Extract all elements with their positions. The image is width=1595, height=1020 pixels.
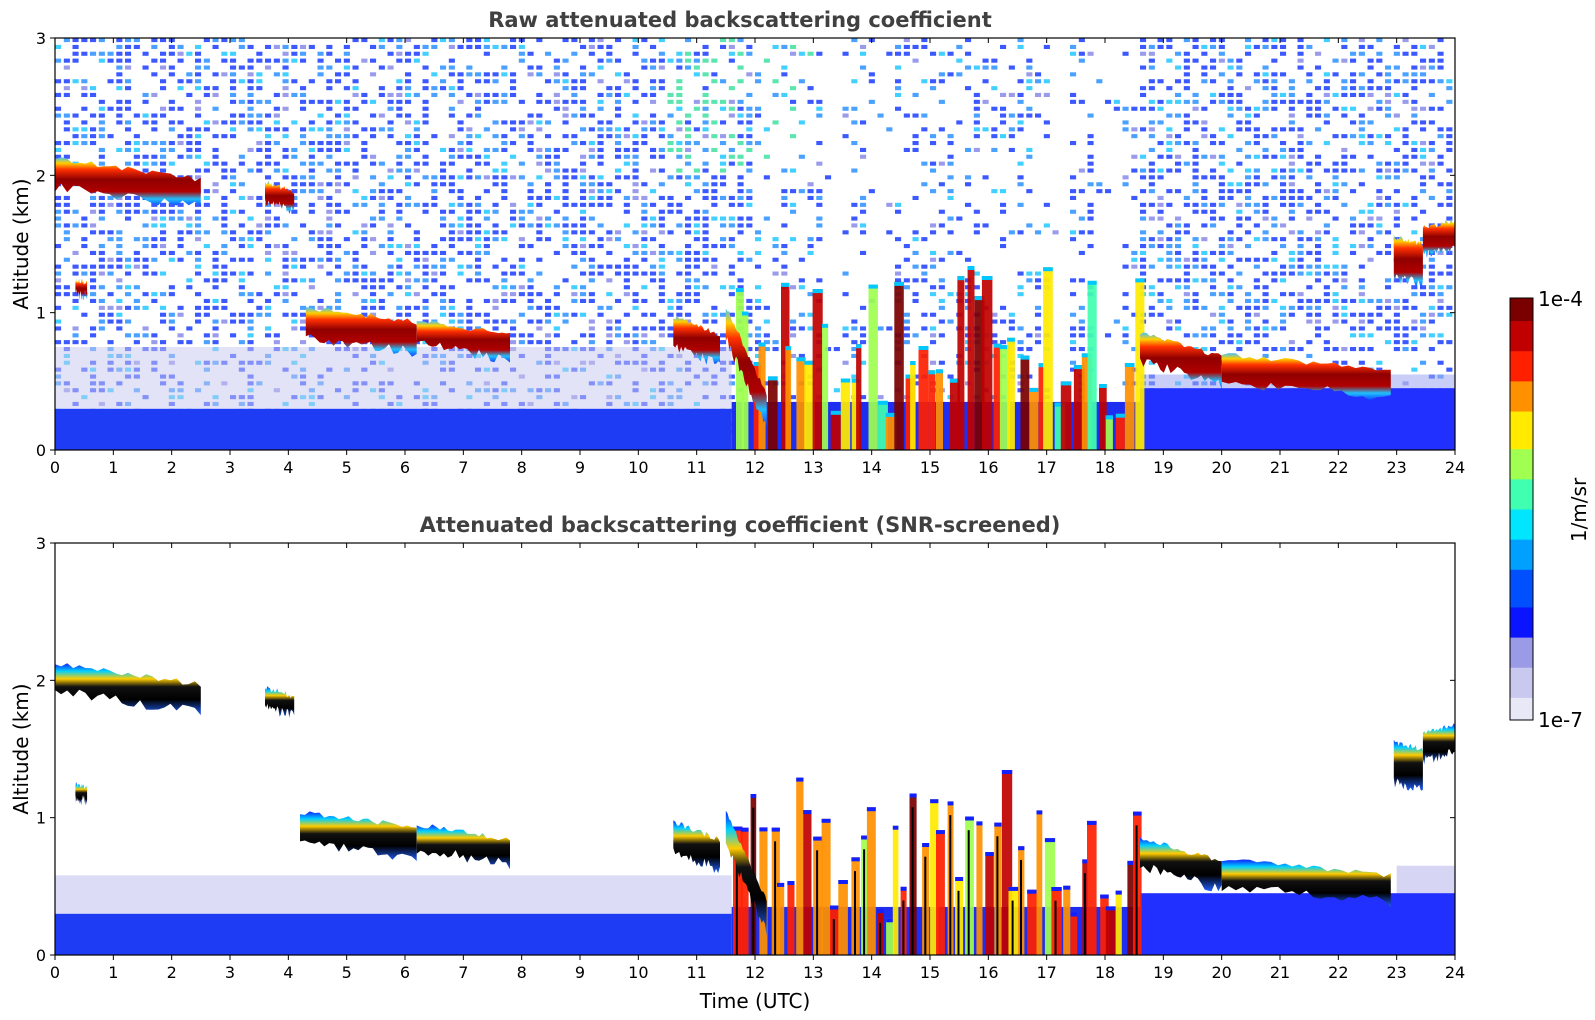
colorbar-unit-label: 1/m/sr [1567, 477, 1591, 542]
x-tick-label: 7 [458, 458, 468, 477]
x-tick-label: 14 [861, 458, 881, 477]
x-tick-label: 13 [803, 458, 823, 477]
x-tick-label: 0 [50, 458, 60, 477]
colorbar: 1e-4 1e-7 1/m/sr [1509, 287, 1591, 732]
x-tick-label: 14 [861, 963, 881, 982]
x-tick-label: 11 [686, 963, 706, 982]
colorbar-gradient [1510, 298, 1533, 721]
y-tick-label: 1 [36, 304, 46, 323]
x-tick-label: 6 [400, 458, 410, 477]
x-tick-label: 18 [1095, 458, 1115, 477]
y-tick-label: 0 [36, 441, 46, 460]
x-ticks-screened: 0 1 2 3 4 5 6 7 8 9 10 11 12 13 14 15 16 17 18 19 20 21 22 23 24 [50, 543, 1465, 982]
x-tick-label: 17 [1036, 458, 1056, 477]
x-tick-label: 21 [1270, 458, 1290, 477]
y-tick-label: 3 [36, 29, 46, 48]
x-tick-label: 22 [1328, 963, 1348, 982]
y-ticks-screened: 0 1 2 3 [36, 534, 1455, 965]
x-tick-label: 2 [167, 458, 177, 477]
x-tick-label: 17 [1036, 963, 1056, 982]
y-ticks-raw: 0 1 2 3 [36, 29, 1455, 460]
x-ticks-raw: 0 1 2 3 4 5 6 7 8 9 10 11 12 13 14 15 16 17 18 19 20 21 22 23 24 [50, 38, 1465, 477]
x-tick-label: 23 [1386, 963, 1406, 982]
x-tick-label: 20 [1211, 963, 1231, 982]
colorbar-max-label: 1e-4 [1538, 287, 1583, 311]
x-tick-label: 5 [342, 963, 352, 982]
y-tick-label: 1 [36, 809, 46, 828]
x-tick-label: 24 [1445, 458, 1465, 477]
heatmap-raw [55, 38, 1455, 450]
x-tick-label: 16 [978, 458, 998, 477]
heatmap-screened [55, 663, 1455, 955]
x-tick-label: 20 [1211, 458, 1231, 477]
x-tick-label: 11 [686, 458, 706, 477]
x-tick-label: 9 [575, 963, 585, 982]
x-tick-label: 19 [1153, 963, 1173, 982]
colorbar-min-label: 1e-7 [1538, 708, 1583, 732]
snr-screened-panel: Attenuated backscattering coefficient (S… [9, 513, 1465, 1013]
x-tick-label: 1 [108, 458, 118, 477]
x-tick-label: 0 [50, 963, 60, 982]
x-tick-label: 8 [517, 963, 527, 982]
x-tick-label: 6 [400, 963, 410, 982]
x-tick-label: 1 [108, 963, 118, 982]
x-axis-label: Time (UTC) [699, 989, 811, 1013]
raw-backscatter-panel: Raw attenuated backscattering coefficien… [9, 8, 1465, 477]
x-tick-label: 22 [1328, 458, 1348, 477]
x-tick-label: 10 [628, 458, 648, 477]
x-tick-label: 19 [1153, 458, 1173, 477]
colorbar-frame [1509, 297, 1534, 721]
panel-title-screened: Attenuated backscattering coefficient (S… [420, 513, 1061, 537]
x-tick-label: 21 [1270, 963, 1290, 982]
x-tick-label: 8 [517, 458, 527, 477]
y-tick-label: 2 [36, 166, 46, 185]
x-tick-label: 5 [342, 458, 352, 477]
y-tick-label: 0 [36, 946, 46, 965]
x-tick-label: 3 [225, 963, 235, 982]
x-tick-label: 12 [745, 458, 765, 477]
x-tick-label: 15 [920, 963, 940, 982]
x-tick-label: 7 [458, 963, 468, 982]
y-tick-label: 3 [36, 534, 46, 553]
x-tick-label: 3 [225, 458, 235, 477]
x-tick-label: 9 [575, 458, 585, 477]
panel-title-raw: Raw attenuated backscattering coefficien… [488, 8, 992, 32]
y-axis-label-raw: Altitude (km) [9, 178, 33, 309]
x-tick-label: 16 [978, 963, 998, 982]
x-tick-label: 24 [1445, 963, 1465, 982]
y-tick-label: 2 [36, 671, 46, 690]
x-tick-label: 18 [1095, 963, 1115, 982]
x-tick-label: 4 [283, 458, 293, 477]
x-tick-label: 12 [745, 963, 765, 982]
x-tick-label: 23 [1386, 458, 1406, 477]
x-tick-label: 2 [167, 963, 177, 982]
x-tick-label: 10 [628, 963, 648, 982]
y-axis-label-screened: Altitude (km) [9, 683, 33, 814]
x-tick-label: 13 [803, 963, 823, 982]
x-tick-label: 4 [283, 963, 293, 982]
x-tick-label: 15 [920, 458, 940, 477]
